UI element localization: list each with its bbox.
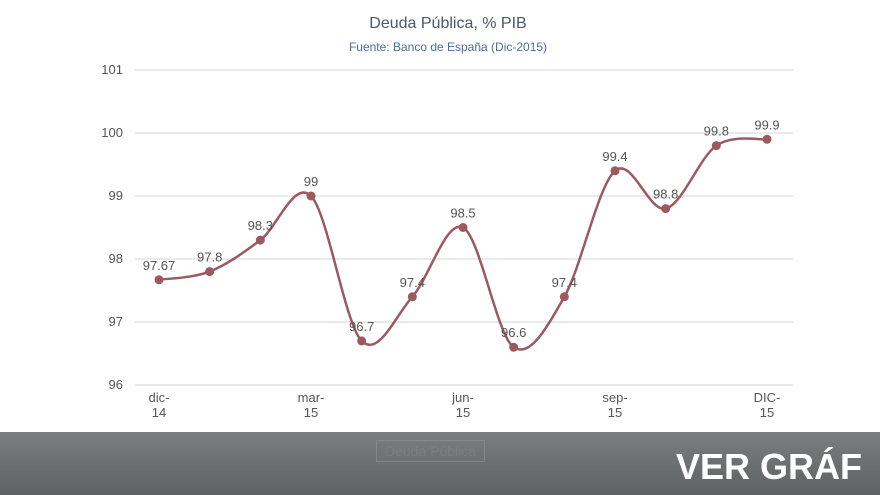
data-point <box>711 141 721 151</box>
data-point <box>509 342 519 352</box>
data-label: 99.8 <box>704 124 729 139</box>
y-tick-label: 97 <box>109 314 123 329</box>
data-label: 99 <box>304 174 318 189</box>
data-point <box>306 191 316 201</box>
data-label: 97.4 <box>552 275 577 290</box>
y-tick-label: 96 <box>109 377 123 392</box>
data-point <box>661 204 671 214</box>
x-tick-label: sep-15 <box>602 390 628 420</box>
legend-item[interactable]: Deuda Pública <box>376 440 486 462</box>
data-point <box>255 235 265 245</box>
chart-title: Deuda Pública, % PIB <box>369 15 526 32</box>
data-label: 99.9 <box>754 117 779 132</box>
y-tick-label: 98 <box>109 251 123 266</box>
series-line <box>158 137 768 351</box>
y-tick-label: 100 <box>101 125 123 140</box>
data-point <box>154 275 164 285</box>
y-tick-label: 101 <box>101 62 123 77</box>
data-label: 97.4 <box>400 275 425 290</box>
y-tick-label: 99 <box>109 188 123 203</box>
data-point <box>357 336 367 346</box>
data-label: 96.6 <box>501 325 526 340</box>
data-label: 98.8 <box>653 187 678 202</box>
data-point <box>458 223 468 232</box>
footer-band <box>0 432 880 495</box>
banner-text[interactable]: VER GRÁF <box>676 446 863 487</box>
chart-subtitle: Fuente: Banco de España (Dic-2015) <box>349 40 547 54</box>
x-tick-label: dic-14 <box>148 390 170 420</box>
x-tick-label: jun-15 <box>452 390 474 420</box>
data-point <box>407 292 417 302</box>
data-label: 99.4 <box>602 149 627 164</box>
data-label: 98.3 <box>248 218 273 233</box>
data-point <box>205 267 215 277</box>
data-label: 97.67 <box>143 258 176 273</box>
data-point <box>610 166 620 176</box>
x-tick-label: DIC-15 <box>753 390 781 420</box>
data-point <box>559 292 569 302</box>
data-point <box>762 134 772 144</box>
data-label: 96.7 <box>349 319 374 334</box>
data-label: 98.5 <box>450 206 475 221</box>
data-label: 97.8 <box>197 250 222 265</box>
x-tick-label: mar-15 <box>297 390 325 420</box>
